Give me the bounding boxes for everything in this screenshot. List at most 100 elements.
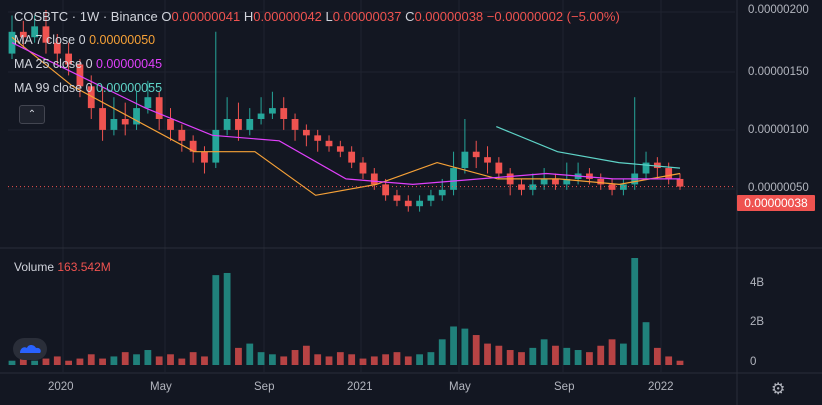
time-axis-label: 2020 bbox=[48, 381, 74, 393]
volume-bar bbox=[529, 347, 537, 365]
ma25-label: MA 25 close 0 bbox=[14, 57, 93, 71]
volume-bar bbox=[427, 352, 435, 365]
time-axis-label: 2021 bbox=[347, 381, 373, 393]
time-axis-label: Sep bbox=[254, 381, 275, 393]
candle-body bbox=[563, 178, 571, 185]
ma25-legend[interactable]: MA 25 close 0 0.00000045 bbox=[14, 57, 162, 71]
candle-body bbox=[223, 119, 231, 130]
close-label: C bbox=[405, 9, 415, 24]
volume-bar bbox=[8, 360, 16, 365]
volume-bar bbox=[87, 354, 95, 365]
time-axis-label: May bbox=[449, 381, 471, 393]
ma25-value: 0.00000045 bbox=[96, 57, 163, 71]
low-value: 0.00000037 bbox=[332, 9, 402, 24]
volume-bar bbox=[597, 345, 605, 365]
volume-bar bbox=[325, 356, 333, 365]
high-label: H bbox=[243, 9, 254, 24]
candle-body bbox=[201, 151, 208, 163]
close-value: 0.00000038 bbox=[414, 9, 484, 24]
candle-body bbox=[178, 129, 186, 141]
candle-body bbox=[653, 162, 661, 169]
volume-bar bbox=[110, 356, 118, 365]
candle-body bbox=[99, 108, 106, 130]
candle-body bbox=[280, 108, 288, 119]
volume-bar bbox=[269, 354, 276, 365]
volume-bar bbox=[495, 345, 503, 365]
candle-body bbox=[87, 86, 95, 109]
volume-bar bbox=[189, 352, 197, 365]
ma-line bbox=[496, 126, 681, 169]
ma7-legend[interactable]: MA 7 close 0 0.00000050 bbox=[14, 33, 155, 47]
volume-bar bbox=[280, 356, 288, 365]
volume-bar bbox=[608, 339, 616, 365]
ma99-legend[interactable]: MA 99 close 0 0.00000055 bbox=[14, 81, 162, 95]
current-price-badge: 0.00000038 bbox=[737, 195, 815, 211]
symbol-title[interactable]: COSBTC · 1W · Binance bbox=[14, 9, 158, 24]
candle-body bbox=[212, 129, 220, 163]
high-value: 0.00000042 bbox=[253, 9, 322, 24]
volume-bar bbox=[586, 352, 593, 365]
candle-body bbox=[676, 178, 684, 187]
time-axis-label: 2022 bbox=[648, 381, 674, 393]
candle-body bbox=[393, 195, 401, 201]
volume-bar bbox=[642, 322, 650, 365]
open-value: 0.00000041 bbox=[171, 9, 241, 24]
volume-bar bbox=[212, 275, 220, 365]
candle-body bbox=[404, 200, 412, 207]
candle-body bbox=[665, 168, 673, 179]
candle-body bbox=[370, 173, 378, 185]
candle-body bbox=[8, 31, 16, 54]
volume-bar bbox=[348, 354, 356, 365]
volume-bar bbox=[53, 356, 61, 365]
candle-body bbox=[235, 119, 242, 130]
candle-body bbox=[246, 119, 254, 130]
volume-bar bbox=[461, 328, 469, 365]
volume-bar bbox=[31, 360, 39, 365]
volume-bar bbox=[121, 352, 129, 365]
candle-body bbox=[438, 189, 446, 196]
candle-body bbox=[121, 119, 129, 125]
candle-body bbox=[302, 129, 310, 136]
volume-bar bbox=[563, 347, 571, 365]
collapse-legend-button[interactable]: ⌃ bbox=[19, 105, 45, 124]
chart-header: COSBTC · 1W · Binance O0.00000041 H0.000… bbox=[14, 9, 620, 24]
gear-icon[interactable]: ⚙ bbox=[771, 381, 786, 398]
volume-bar bbox=[676, 360, 684, 365]
candle-body bbox=[529, 184, 537, 190]
candle-body bbox=[291, 119, 299, 130]
ma-line bbox=[11, 42, 680, 186]
ma-line bbox=[11, 36, 681, 196]
candle-body bbox=[65, 53, 73, 65]
volume-bar bbox=[574, 350, 582, 365]
volume-bar bbox=[472, 335, 480, 365]
tradingview-logo-icon[interactable] bbox=[13, 338, 47, 360]
volume-bar bbox=[246, 343, 254, 365]
volume-axis-label: 4B bbox=[750, 277, 765, 289]
candle-body bbox=[495, 162, 503, 174]
volume-bar bbox=[552, 345, 559, 365]
volume-bar bbox=[450, 326, 457, 365]
ma99-label: MA 99 close 0 bbox=[14, 81, 93, 95]
volume-label: Volume bbox=[14, 260, 55, 274]
ma7-value: 0.00000050 bbox=[89, 33, 156, 47]
time-axis-label: Sep bbox=[554, 381, 575, 393]
volume-bar bbox=[223, 272, 231, 365]
candle-body bbox=[53, 42, 61, 54]
volume-legend[interactable]: Volume 163.542M bbox=[14, 260, 111, 274]
candle-body bbox=[167, 119, 174, 130]
volume-bar bbox=[359, 358, 367, 365]
volume-bar bbox=[382, 354, 390, 365]
price-axis-label: 0.00000150 bbox=[748, 66, 809, 78]
candle-body bbox=[110, 119, 118, 130]
volume-bar bbox=[314, 354, 322, 365]
volume-bar bbox=[133, 354, 140, 365]
candle-body bbox=[461, 151, 469, 169]
volume-bar bbox=[506, 350, 514, 365]
volume-bar bbox=[155, 356, 163, 365]
volume-bar bbox=[178, 358, 186, 365]
volume-bar bbox=[484, 343, 491, 365]
volume-bar bbox=[167, 354, 174, 365]
candle-body bbox=[155, 97, 163, 119]
volume-bar bbox=[393, 352, 401, 365]
